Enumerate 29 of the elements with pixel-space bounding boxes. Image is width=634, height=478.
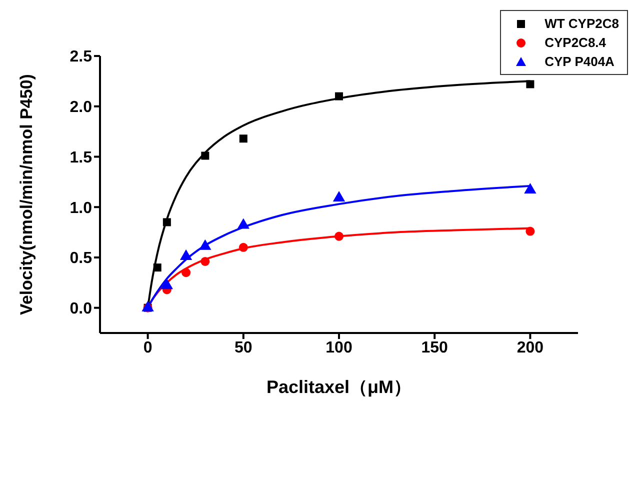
x-tick-label: 150 bbox=[421, 339, 448, 356]
point bbox=[334, 232, 344, 241]
y-tick-label: 2.0 bbox=[70, 99, 92, 116]
point bbox=[332, 191, 346, 202]
point bbox=[526, 80, 534, 88]
point bbox=[162, 218, 171, 226]
x-tick-label: 0 bbox=[143, 339, 152, 356]
y-tick-label: 0.5 bbox=[70, 250, 92, 268]
point bbox=[335, 92, 343, 100]
x-axis-title: Paclitaxel（μM） bbox=[266, 377, 412, 397]
legend-label: CYP2C8.4 bbox=[544, 34, 606, 52]
point bbox=[153, 264, 162, 272]
point bbox=[238, 242, 248, 252]
point bbox=[526, 226, 535, 236]
y-tick-label: 1.5 bbox=[70, 149, 92, 166]
y-tick-label: 2.5 bbox=[70, 48, 92, 66]
x-tick-label: 200 bbox=[516, 339, 544, 356]
y-tick-label: 1.0 bbox=[70, 200, 92, 217]
point bbox=[201, 152, 210, 160]
point bbox=[239, 134, 248, 143]
point bbox=[160, 278, 173, 290]
y-tick-label: 0.0 bbox=[70, 300, 92, 318]
legend-label: CYP P404A bbox=[544, 53, 614, 71]
x-tick-label: 100 bbox=[326, 339, 352, 356]
legend-label: WT CYP2C8 bbox=[544, 15, 619, 33]
x-tick-label: 50 bbox=[234, 339, 252, 356]
point bbox=[200, 256, 210, 266]
point bbox=[182, 268, 191, 278]
y-axis-title: Velocity(nmol/min/nmol P450) bbox=[17, 74, 36, 315]
